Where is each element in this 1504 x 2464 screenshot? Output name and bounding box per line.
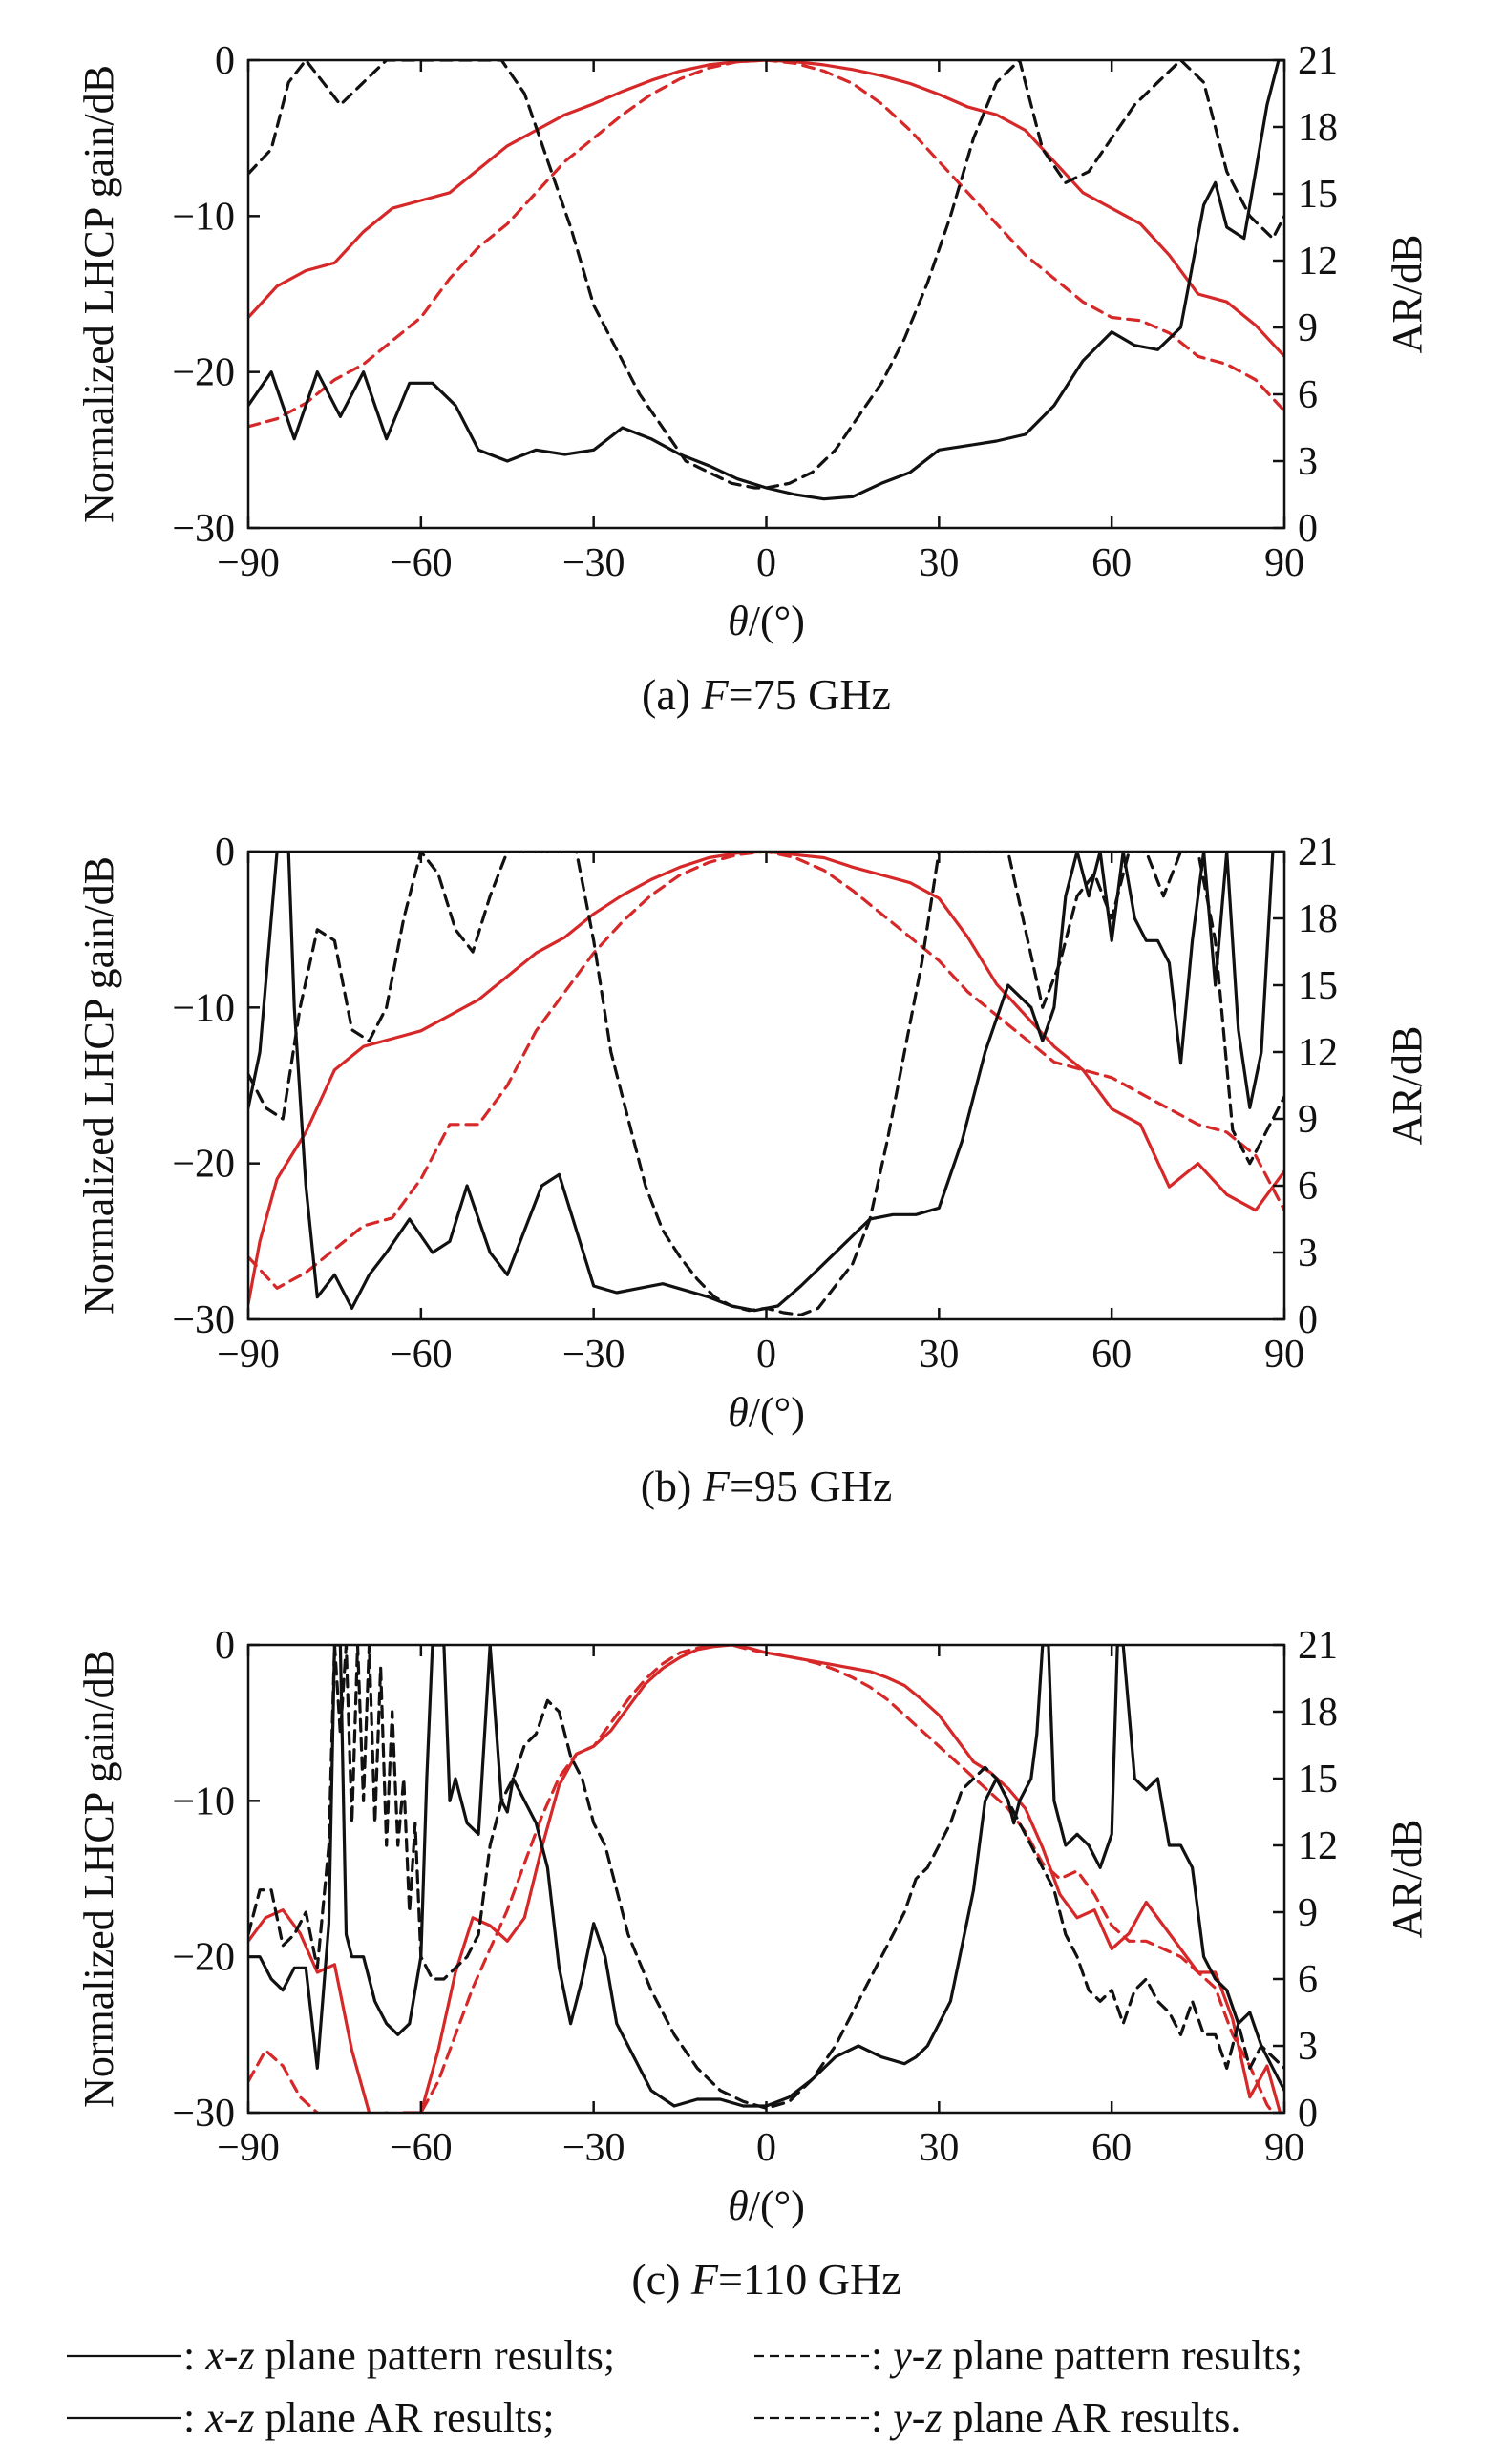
gain-series-dashed-red — [248, 852, 1284, 1290]
legend: : x-z plane pattern results; : y-z plane … — [67, 2332, 1303, 2441]
panel-caption: (a) F=75 GHz — [642, 670, 891, 719]
y2-tick-label: 9 — [1298, 1098, 1318, 1142]
legend-label: : x-z plane AR results; — [183, 2394, 555, 2441]
x-tick-label: 30 — [919, 541, 959, 585]
legend-item: : y-z plane pattern results; — [754, 2332, 1303, 2379]
y-tick-label: −30 — [172, 507, 235, 551]
chart-panel-b: −90 −60 −30 0 30 60 900−10−20−30211815129630θ/… — [75, 831, 1430, 1510]
x-axis-label: θ/(°) — [728, 598, 805, 644]
x-tick-label: 60 — [1091, 1333, 1132, 1377]
y-tick-label: −10 — [172, 195, 235, 239]
y2-tick-label: 6 — [1298, 1165, 1318, 1209]
y2-tick-label: 21 — [1298, 39, 1338, 83]
gain-series-solid-red — [248, 852, 1284, 1306]
x-tick-label: −30 — [562, 541, 625, 585]
y2-tick-label: 3 — [1298, 2025, 1318, 2069]
y-axis-label: Normalized LHCP gain/dB — [75, 856, 122, 1315]
y2-tick-label: 15 — [1298, 1758, 1338, 1801]
y2-tick-label: 0 — [1298, 507, 1318, 551]
y-tick-label: −30 — [172, 2092, 235, 2136]
legend-item: : y-z plane AR results. — [754, 2394, 1240, 2441]
chart-panel-a: −90 −60 −30 0 30 60 900−10−20−30211815129630θ/… — [75, 39, 1430, 719]
plot-frame — [246, 58, 1286, 530]
y-tick-label: 0 — [215, 1624, 235, 1668]
x-tick-label: 90 — [1264, 541, 1304, 585]
y2-tick-label: 6 — [1298, 1958, 1318, 2002]
x-axis-label: θ/(°) — [728, 1389, 805, 1436]
y2-tick-label: 21 — [1298, 831, 1338, 874]
y2-tick-label: 18 — [1298, 1691, 1338, 1735]
y2-axis-label: AR/dB — [1384, 1026, 1430, 1146]
x-tick-label: −30 — [562, 1333, 625, 1377]
y2-tick-label: 21 — [1298, 1624, 1338, 1668]
y2-axis-label: AR/dB — [1384, 1820, 1430, 1939]
y2-tick-label: 12 — [1298, 240, 1338, 284]
gain-series-dashed-red — [248, 1645, 1275, 2113]
y2-tick-label: 18 — [1298, 106, 1338, 150]
charts: −90 −60 −30 0 30 60 900−10−20−30211815129630θ/… — [75, 39, 1430, 2304]
x-tick-label: 30 — [919, 2126, 959, 2170]
x-tick-label: −60 — [390, 541, 453, 585]
y2-tick-label: 15 — [1298, 964, 1338, 1008]
y2-tick-label: 0 — [1298, 2092, 1318, 2136]
x-tick-label: 0 — [756, 2126, 776, 2170]
ar-series-solid-black — [248, 60, 1284, 501]
x-tick-label: 90 — [1264, 2126, 1304, 2170]
chart-panel-c: −90 −60 −30 0 30 60 900−10−20−30211815129630θ/… — [75, 1624, 1430, 2304]
x-tick-label: 0 — [756, 1333, 776, 1377]
x-tick-label: −60 — [390, 1333, 453, 1377]
legend-label: : x-z plane pattern results; — [183, 2332, 615, 2379]
ar-series-dashed-black — [248, 852, 1284, 1316]
y2-tick-label: 3 — [1298, 1232, 1318, 1275]
legend-label: : y-z plane pattern results; — [871, 2332, 1303, 2379]
y-tick-label: −30 — [172, 1298, 235, 1342]
y-tick-label: 0 — [215, 831, 235, 874]
x-tick-label: −60 — [390, 2126, 453, 2170]
x-tick-label: −30 — [562, 2126, 625, 2170]
panel-caption: (c) F=110 GHz — [631, 2255, 900, 2304]
y2-axis-label: AR/dB — [1384, 235, 1430, 354]
y2-tick-label: 18 — [1298, 897, 1338, 941]
y2-tick-label: 9 — [1298, 306, 1318, 350]
gain-series-solid-red — [248, 60, 1284, 358]
y-tick-label: −20 — [172, 1143, 235, 1187]
ar-series-dashed-black — [248, 60, 1284, 490]
gain-series-dashed-red — [248, 60, 1284, 429]
y2-tick-label: 9 — [1298, 1891, 1318, 1935]
y-tick-label: −20 — [172, 351, 235, 395]
ar-series-solid-black — [248, 1645, 1284, 2108]
y-tick-label: −20 — [172, 1936, 235, 1980]
x-tick-label: 60 — [1091, 2126, 1132, 2170]
y-tick-label: −10 — [172, 1780, 235, 1823]
x-tick-label: 90 — [1264, 1333, 1304, 1377]
y2-tick-label: 3 — [1298, 440, 1318, 484]
y-tick-label: −10 — [172, 986, 235, 1030]
x-tick-label: −90 — [217, 2126, 280, 2170]
x-tick-label: 30 — [919, 1333, 959, 1377]
x-axis-label: θ/(°) — [728, 2182, 805, 2229]
y-axis-label: Normalized LHCP gain/dB — [75, 65, 122, 523]
x-tick-label: −90 — [217, 1333, 280, 1377]
panel-caption: (b) F=95 GHz — [641, 1462, 893, 1510]
x-tick-label: 0 — [756, 541, 776, 585]
y-tick-label: 0 — [215, 39, 235, 83]
y-axis-label: Normalized LHCP gain/dB — [75, 1650, 122, 2108]
ar-series-solid-black — [248, 852, 1284, 1313]
y2-tick-label: 12 — [1298, 1824, 1338, 1868]
legend-item: : x-z plane pattern results; — [67, 2332, 615, 2379]
y2-tick-label: 12 — [1298, 1031, 1338, 1075]
y2-tick-label: 6 — [1298, 373, 1318, 417]
x-tick-label: −90 — [217, 541, 280, 585]
ar-series-dashed-black — [248, 1645, 1284, 2110]
y2-tick-label: 0 — [1298, 1298, 1318, 1342]
y2-tick-label: 15 — [1298, 173, 1338, 217]
legend-item: : x-z plane AR results; — [67, 2394, 555, 2441]
legend-label: : y-z plane AR results. — [871, 2394, 1240, 2441]
x-tick-label: 60 — [1091, 541, 1132, 585]
